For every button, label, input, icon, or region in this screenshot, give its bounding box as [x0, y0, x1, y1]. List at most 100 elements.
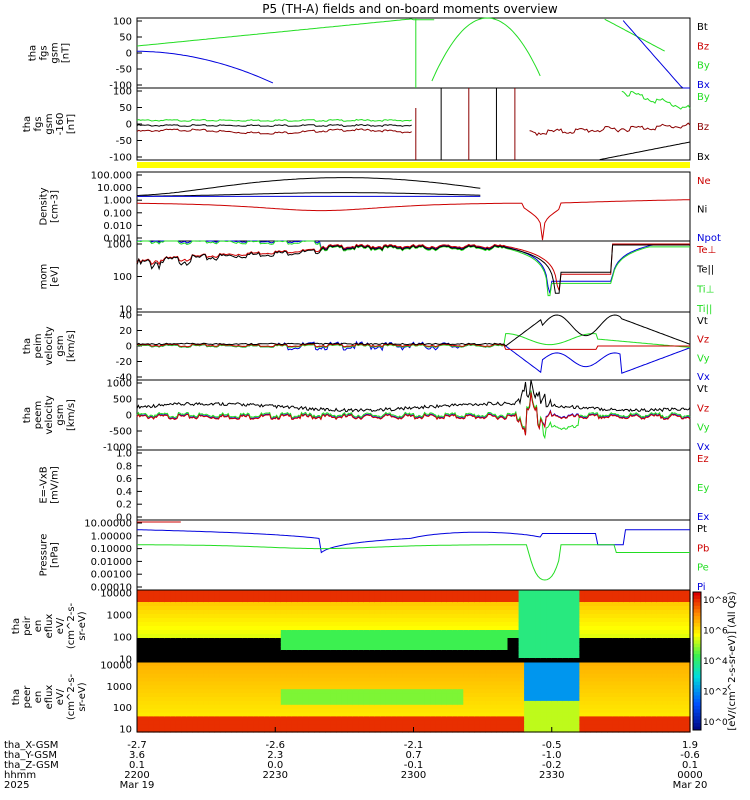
spectro-cell	[430, 689, 437, 694]
spectro-cell	[673, 669, 680, 675]
spectro-cell	[247, 677, 254, 683]
spectro-cell	[380, 720, 387, 725]
spectro-cell	[214, 634, 221, 639]
spectro-cell	[645, 708, 652, 714]
spectro-cell	[452, 626, 459, 631]
spectro-cell	[612, 681, 619, 686]
spectro-cell	[546, 610, 553, 615]
spectro-cell	[148, 685, 155, 690]
spectro-cell	[496, 716, 503, 721]
spectro-cell	[148, 724, 155, 729]
spectro-cell	[419, 685, 426, 690]
spectro-cell	[684, 662, 691, 667]
spectro-cell	[275, 594, 282, 599]
spectro-cell	[358, 693, 365, 698]
spectro-cell	[336, 673, 343, 679]
spectro-cell	[452, 681, 459, 686]
spectro-cell	[457, 665, 464, 671]
spectro-cell	[197, 598, 204, 603]
spectro-cell	[219, 697, 226, 702]
spectro-cell	[463, 642, 470, 647]
spectro-cell	[396, 598, 403, 603]
spectro-cell	[297, 689, 304, 694]
spectro-cell	[557, 677, 564, 683]
spectro-cell	[667, 681, 674, 686]
spectro-cell	[341, 689, 348, 694]
spectro-cell	[490, 634, 497, 639]
spectro-cell	[280, 598, 287, 603]
spectro-cell	[231, 689, 238, 694]
spectro-cell	[374, 669, 381, 675]
spectro-cell	[148, 700, 155, 706]
spectro-cell	[496, 673, 503, 679]
spectro-cell	[214, 700, 221, 706]
spectro-cell	[479, 594, 486, 599]
spectro-cell	[640, 704, 647, 710]
spectro-cell	[601, 720, 608, 725]
spectro-cell	[231, 704, 238, 710]
spectro-cell	[302, 724, 309, 729]
spectro-cell	[474, 720, 481, 725]
colorbar-cell	[693, 726, 701, 731]
spectro-cell	[568, 638, 575, 643]
spectro-cell	[651, 704, 658, 710]
spectro-cell	[408, 712, 415, 718]
spectro-cell	[507, 689, 514, 694]
spectro-cell	[231, 681, 238, 686]
series-Ni-hump	[136, 177, 481, 196]
spectro-cell	[275, 606, 282, 611]
spectro-cell	[363, 689, 370, 694]
spectro-cell	[192, 689, 199, 694]
spectro-cell	[656, 665, 663, 671]
spectro-cell	[286, 658, 293, 663]
spectro-cell	[667, 598, 674, 603]
spectro-cell	[369, 630, 376, 635]
spectro-cell	[203, 598, 210, 603]
spectro-cell	[601, 697, 608, 702]
spectro-cell	[225, 693, 232, 698]
spectro-cell	[468, 720, 475, 725]
spectro-cell	[208, 712, 215, 718]
spectro-cell	[540, 630, 547, 635]
spectro-cell	[258, 626, 265, 631]
spectro-cell	[269, 673, 276, 679]
spectro-cell	[186, 704, 193, 710]
spectro-cell	[540, 712, 547, 718]
spectro-cell	[347, 638, 354, 643]
spectro-cell	[468, 606, 475, 611]
spectro-cell	[540, 704, 547, 710]
spectro-cell	[651, 712, 658, 718]
spectro-cell	[269, 646, 276, 651]
spectro-cell	[175, 630, 182, 635]
spectro-cell	[596, 658, 603, 663]
spectro-cell	[502, 662, 509, 667]
spectro-cell	[159, 728, 166, 733]
spectro-cell	[596, 724, 603, 729]
spectro-cell	[413, 654, 420, 659]
spectro-cell	[590, 630, 597, 635]
spectro-cell	[529, 665, 536, 671]
spectro-cell	[258, 594, 265, 599]
spectro-cell	[242, 673, 249, 679]
spectro-cell	[496, 630, 503, 635]
ylabel-line: tha	[11, 618, 22, 634]
spectro-cell	[208, 716, 215, 721]
spectro-cell	[142, 689, 149, 694]
spectro-cell	[479, 720, 486, 725]
spectro-cell	[192, 630, 199, 635]
spectro-cell	[607, 681, 614, 686]
spectro-cell	[502, 646, 509, 651]
spectro-cell	[601, 630, 608, 635]
spectro-cell	[463, 634, 470, 639]
spectro-cell	[529, 681, 536, 686]
spectro-cell	[258, 669, 265, 675]
spectro-cell	[302, 614, 309, 619]
spectro-cell	[391, 724, 398, 729]
spectro-cell	[341, 598, 348, 603]
spectro-cell	[546, 669, 553, 675]
spectro-cell	[319, 665, 326, 671]
spectro-cell	[557, 614, 564, 619]
spectro-cell	[181, 708, 188, 714]
spectro-cell	[380, 618, 387, 623]
spectro-cell	[225, 669, 232, 675]
